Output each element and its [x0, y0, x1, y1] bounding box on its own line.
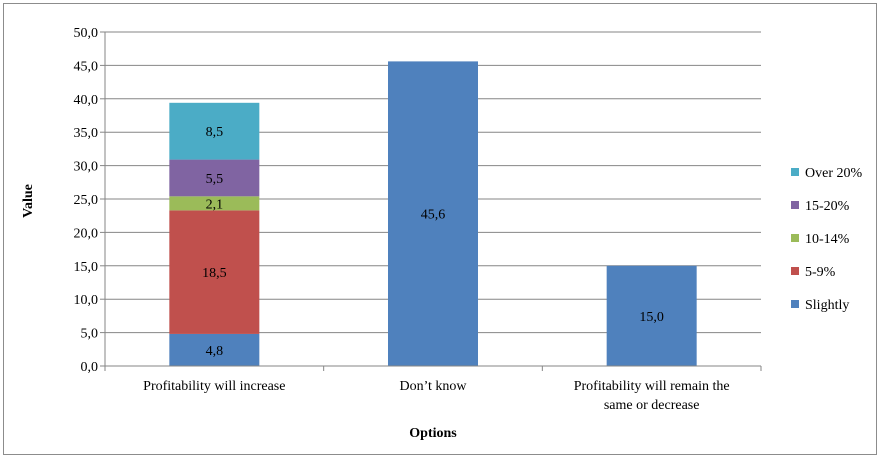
legend-swatch — [791, 300, 799, 308]
y-tick-label: 20,0 — [74, 226, 99, 241]
x-tick-label: Profitability will remain the — [574, 379, 730, 394]
data-label: 45,6 — [421, 208, 446, 223]
bar-segment — [169, 196, 260, 211]
chart-frame: 4,8 45,6 15,0 18,5 2,1 5,5 8,5 0,0 5,0 10,0 15,0 2… — [3, 3, 877, 455]
stacked-bar-chart: 4,8 45,6 15,0 18,5 2,1 5,5 8,5 0,0 5,0 10,0 15,0 2… — [21, 26, 862, 441]
data-label: 18,5 — [202, 266, 227, 281]
legend-label: 15-20% — [805, 199, 850, 214]
data-label: 4,8 — [206, 344, 224, 359]
legend-swatch — [791, 234, 799, 242]
x-tick-label: same or decrease — [604, 398, 700, 413]
y-tick-label: 15,0 — [74, 260, 99, 275]
legend-swatch — [791, 267, 799, 275]
legend-swatch — [791, 201, 799, 209]
y-tick-label: 0,0 — [81, 360, 99, 375]
data-label: 2,1 — [206, 197, 224, 212]
bar-segment — [169, 210, 260, 334]
bar-segment — [169, 159, 260, 197]
y-tick-label: 35,0 — [74, 126, 99, 141]
y-tick-label: 30,0 — [74, 160, 99, 175]
legend-label: 10-14% — [805, 232, 850, 247]
bar-segment — [388, 61, 478, 366]
legend-label: Slightly — [805, 298, 849, 313]
bars: 4,8 45,6 15,0 18,5 2,1 5,5 8,5 — [169, 61, 697, 366]
bar-segment — [169, 333, 260, 366]
x-tick-labels: Profitability will increase Don’t know Pro… — [143, 379, 729, 413]
legend: Over 20% 15-20% 10-14% 5-9% Slightly — [791, 166, 862, 313]
data-label: 5,5 — [206, 172, 224, 187]
x-tick-label: Don’t know — [399, 379, 467, 394]
data-label: 15,0 — [639, 310, 664, 325]
axes — [100, 31, 762, 371]
legend-label: Over 20% — [805, 166, 862, 181]
y-tick-label: 45,0 — [74, 59, 99, 74]
y-tick-label: 5,0 — [81, 327, 99, 342]
bar-segment — [606, 265, 697, 366]
legend-label: 5-9% — [805, 265, 836, 280]
y-tick-label: 25,0 — [74, 193, 99, 208]
bar-segment — [169, 102, 260, 160]
data-label: 8,5 — [206, 125, 224, 140]
x-tick-label: Profitability will increase — [143, 379, 285, 394]
y-tick-label: 40,0 — [74, 93, 99, 108]
legend-swatch — [791, 168, 799, 176]
x-axis-title: Options — [409, 426, 457, 441]
y-tick-label: 10,0 — [74, 293, 99, 308]
y-tick-labels: 0,0 5,0 10,0 15,0 20,0 25,0 30,0 35,0 40,0 45,0 50… — [74, 26, 99, 375]
y-axis-title: Value — [21, 184, 36, 218]
y-tick-label: 50,0 — [74, 26, 99, 41]
